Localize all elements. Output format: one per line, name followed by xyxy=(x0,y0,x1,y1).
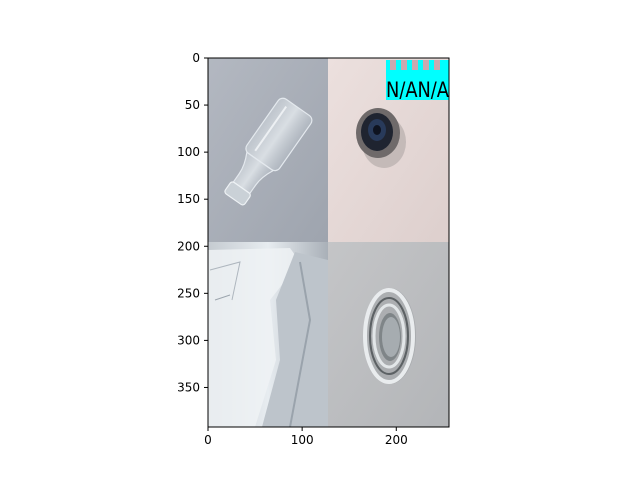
tile-glass-bottle xyxy=(208,58,328,242)
y-tick-label: 300 xyxy=(177,333,200,347)
overlay-text: N/AN/A xyxy=(386,78,450,102)
tile-crumpled-paper xyxy=(208,242,328,427)
y-tick-label: 150 xyxy=(177,192,200,206)
y-tick-label: 200 xyxy=(177,239,200,253)
image-axes: N/AN/A xyxy=(208,58,450,427)
y-axis: 0 50 100 150 200 250 300 350 xyxy=(177,51,208,394)
x-tick-label: 100 xyxy=(291,433,314,447)
x-axis: 0 100 200 xyxy=(204,427,408,447)
y-tick-label: 250 xyxy=(177,286,200,300)
x-tick-label: 0 xyxy=(204,433,212,447)
overlay-label: N/AN/A xyxy=(386,60,450,102)
y-tick-label: 0 xyxy=(192,51,200,65)
y-tick-label: 100 xyxy=(177,145,200,159)
x-tick-label: 200 xyxy=(385,433,408,447)
glass-bottle-shape xyxy=(224,97,313,206)
y-tick-label: 350 xyxy=(177,380,200,394)
tile-can-lid xyxy=(328,242,449,427)
axes-frame xyxy=(207,57,450,428)
y-tick-label: 50 xyxy=(185,98,200,112)
